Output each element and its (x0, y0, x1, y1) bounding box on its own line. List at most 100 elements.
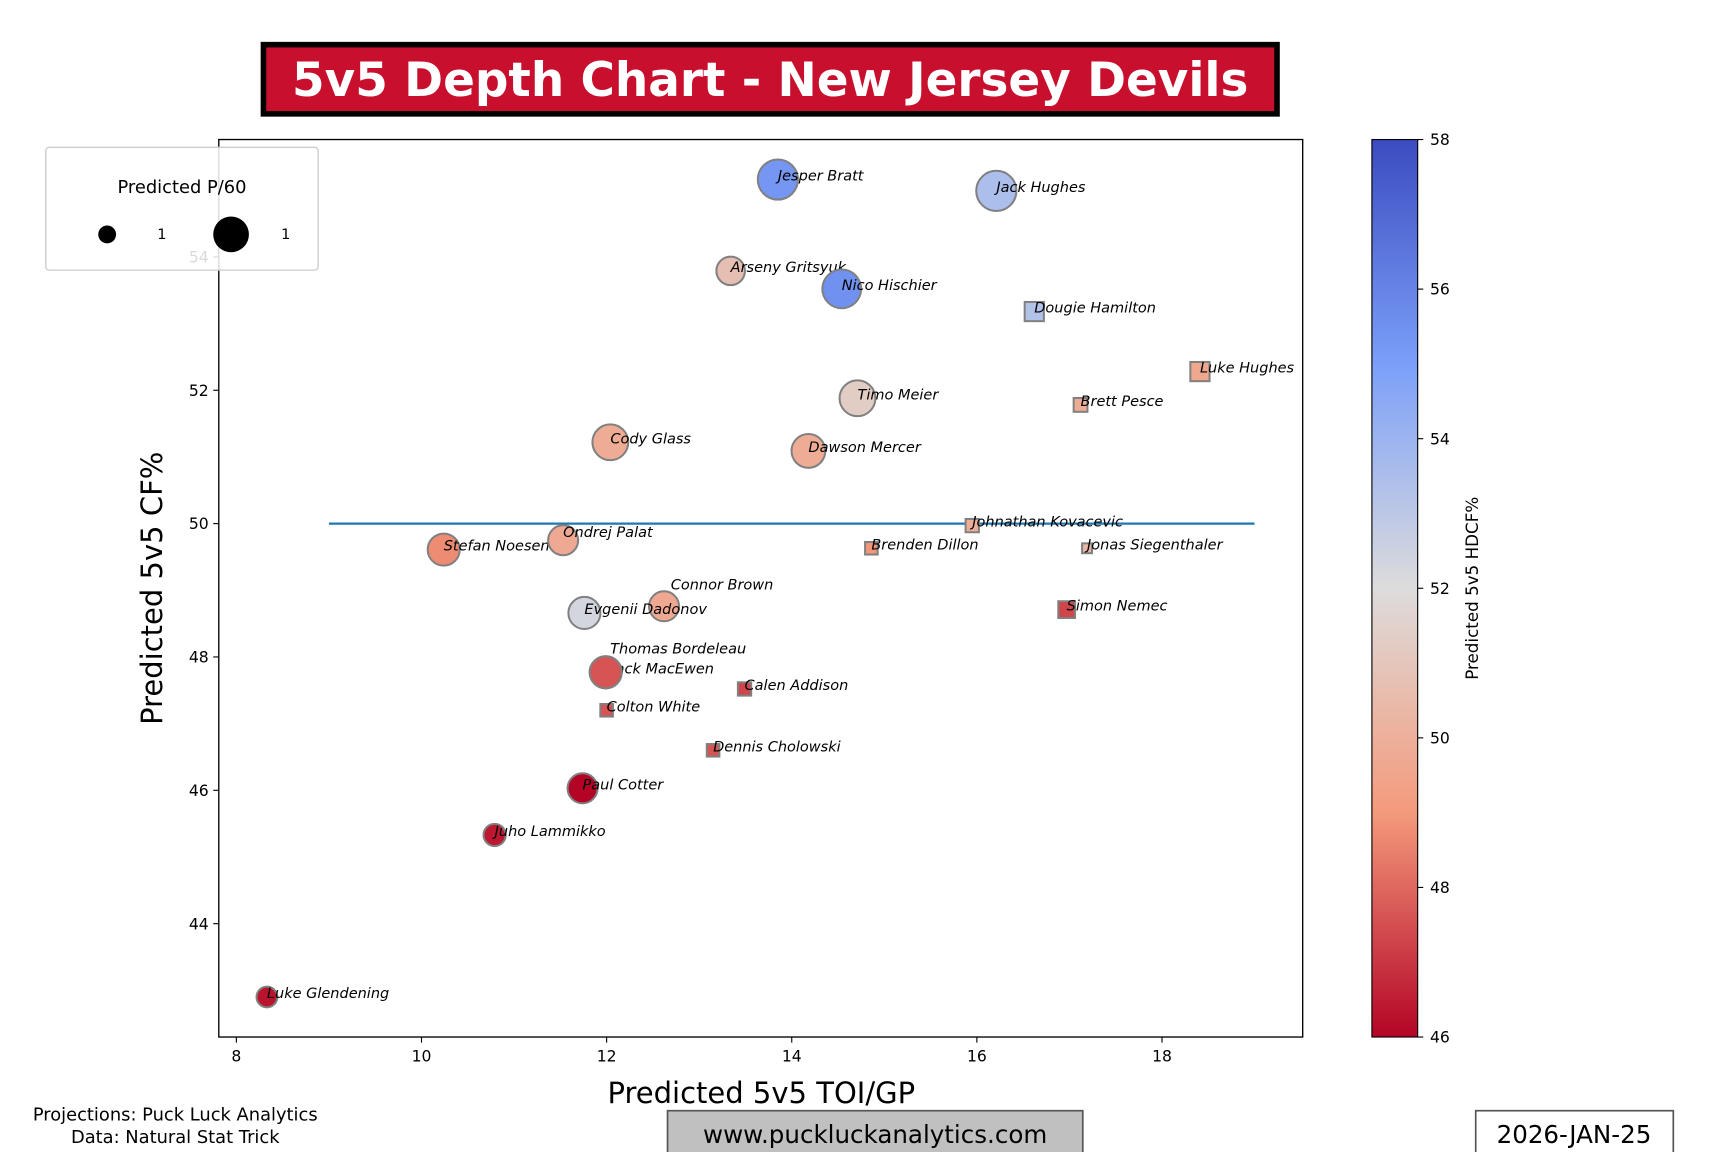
player-point-connor-brown: Connor Brown (647, 578, 774, 623)
forward-marker (426, 532, 461, 567)
colorbar-tick-label: 50 (1430, 729, 1450, 747)
player-label: Paul Cotter (583, 777, 665, 793)
size-legend: Predicted P/60 1 1 (45, 146, 319, 271)
player-point-brett-pesce: Brett Pesce (1072, 394, 1164, 413)
forward-marker (547, 524, 580, 557)
player-point-jesper-bratt: Jesper Bratt (756, 158, 865, 201)
colorbar-tick-label: 48 (1430, 879, 1450, 897)
player-label: Colton White (607, 699, 701, 715)
player-point-jonas-siegenthaler: Jonas Siegenthaler (1081, 537, 1224, 555)
player-point-jack-hughes: Jack Hughes (975, 169, 1086, 212)
player-label: Thomas Bordeleau (610, 641, 746, 657)
forward-marker (790, 433, 827, 469)
size-legend-small-marker (98, 225, 117, 244)
player-point-colton-white: Colton White (599, 699, 701, 718)
player-label: Luke Glendening (267, 986, 389, 1002)
defense-marker (1023, 300, 1045, 323)
forward-marker (647, 590, 681, 623)
plot-area (218, 138, 1304, 1038)
player-point-luke-glendening: Luke Glendening (255, 985, 389, 1009)
player-label: Brenden Dillon (871, 537, 978, 553)
forward-marker (482, 822, 507, 848)
forward-marker (975, 169, 1018, 212)
colorbar-label: Predicted 5v5 HDCF% (1462, 497, 1482, 680)
title-box (260, 41, 1280, 117)
player-label: Evgenii Dadonov (584, 602, 707, 618)
size-legend-small-label: 1 (157, 227, 166, 243)
player-point-thomas-bordeleau: Thomas Bordeleau (588, 641, 746, 690)
x-tick-label: 18 (1152, 1048, 1172, 1066)
x-tick-label: 14 (782, 1048, 802, 1066)
defense-marker (964, 517, 980, 534)
x-tick-label: 12 (597, 1048, 617, 1066)
player-label: Jesper Bratt (775, 169, 865, 185)
player-point-dawson-mercer: Dawson Mercer (790, 433, 922, 469)
defense-marker (1057, 600, 1077, 619)
colorbar (1371, 138, 1419, 1038)
player-label: Jack Hughes (993, 180, 1086, 196)
x-tick-label: 8 (231, 1048, 241, 1066)
player-point-ondrej-palat: Ondrej Palat (547, 524, 654, 557)
player-point-evgenii-dadonov: Evgenii Dadonov (567, 595, 707, 630)
player-label: Ondrej Palat (563, 525, 654, 541)
defense-marker (1189, 360, 1211, 383)
forward-marker (588, 655, 623, 690)
player-point-calen-addison: Calen Addison (736, 678, 849, 697)
player-label: Brett Pesce (1081, 394, 1164, 410)
player-label: Timo Meier (857, 387, 939, 403)
date-label: 2026-JAN-25 (1497, 1120, 1652, 1149)
player-label: Simon Nemec (1067, 599, 1168, 615)
player-label: Stefan Noesen (444, 539, 550, 555)
forward-marker (756, 158, 799, 201)
player-point-paul-cotter: Paul Cotter (566, 772, 665, 805)
player-label: Cody Glass (610, 431, 691, 447)
player-label: Dawson Mercer (808, 440, 921, 456)
player-label: Arseny Gritsyuk (730, 260, 847, 276)
forward-marker (821, 268, 863, 310)
defense-marker (599, 703, 614, 718)
colorbar-tick-label: 56 (1430, 281, 1450, 299)
y-tick-label: 48 (189, 649, 209, 667)
defense-marker (1081, 542, 1093, 555)
player-label: Dougie Hamilton (1034, 301, 1156, 317)
y-tick-label: 52 (189, 382, 209, 400)
player-label: Juho Lammikko (492, 824, 606, 840)
player-point-luke-hughes: Luke Hughes (1189, 360, 1295, 383)
defense-marker (1072, 397, 1089, 413)
defense-marker (864, 540, 879, 556)
colorbar-tick-label: 54 (1430, 430, 1450, 448)
player-point-simon-nemec: Simon Nemec (1057, 599, 1168, 619)
player-point-johnathan-kovacevic: Johnathan Kovacevic (964, 515, 1123, 534)
player-label: Dennis Cholowski (713, 739, 841, 755)
player-label: Connor Brown (671, 578, 774, 594)
y-axis-label: Predicted 5v5 CF% (135, 452, 169, 725)
date-box (1474, 1109, 1675, 1152)
player-point-stefan-noesen: Stefan Noesen (426, 532, 550, 567)
chart-title: 5v5 Depth Chart - New Jersey Devils (292, 53, 1248, 108)
player-point-dennis-cholowski: Dennis Cholowski (705, 739, 841, 758)
player-label: Luke Hughes (1200, 361, 1295, 377)
forward-marker (715, 255, 746, 287)
player-label: Zack MacEwen (605, 661, 714, 677)
website-link[interactable]: www.puckluckanalytics.com (703, 1120, 1047, 1149)
x-tick-label: 16 (967, 1048, 987, 1066)
x-axis-label: Predicted 5v5 TOI/GP (607, 1076, 915, 1110)
forward-marker (567, 595, 602, 630)
player-point-brenden-dillon: Brenden Dillon (864, 537, 979, 556)
forward-marker (591, 423, 630, 462)
defense-marker (705, 743, 721, 758)
player-point-timo-meier: Timo Meier (838, 379, 939, 418)
player-label: Johnathan Kovacevic (969, 515, 1123, 531)
y-tick-label: 46 (189, 782, 209, 800)
colorbar-tick-label: 46 (1430, 1029, 1450, 1047)
website-box (666, 1109, 1084, 1152)
size-legend-title: Predicted P/60 (117, 177, 246, 198)
player-label: Jonas Siegenthaler (1084, 537, 1224, 553)
player-label: Nico Hischier (842, 278, 938, 294)
player-point-dougie-hamilton: Dougie Hamilton (1023, 300, 1156, 323)
data-credit: Data: Natural Stat Trick (71, 1127, 280, 1148)
colorbar-tick-label: 58 (1430, 131, 1450, 149)
forward-marker (566, 772, 599, 805)
player-label: Calen Addison (745, 678, 849, 694)
